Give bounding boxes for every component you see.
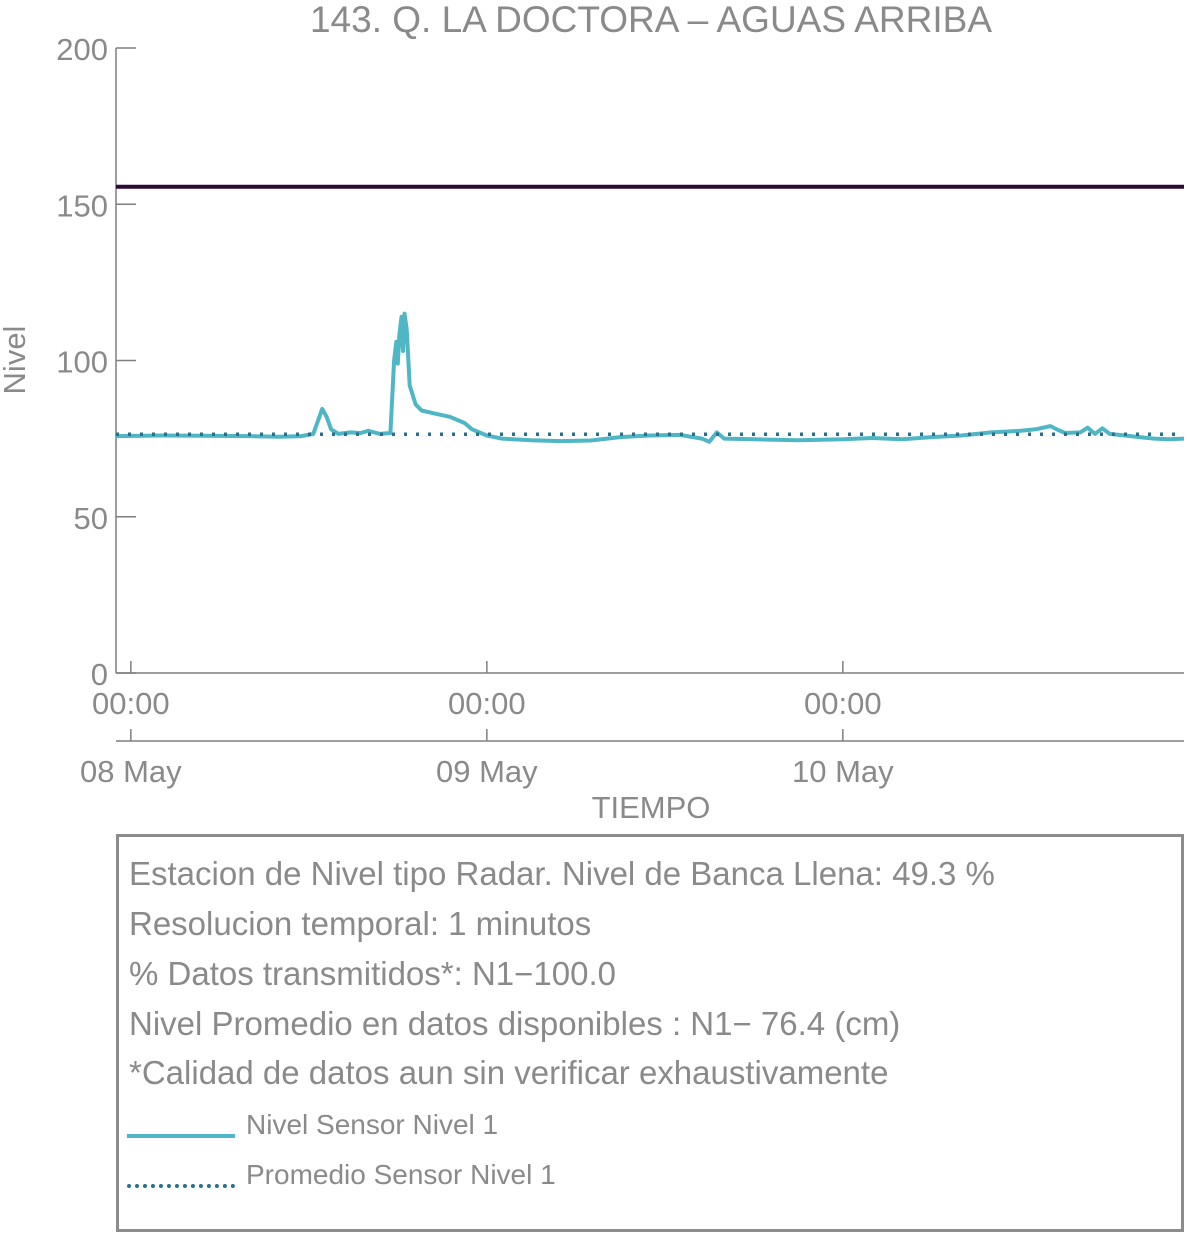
legend-swatch-average — [127, 1184, 235, 1188]
y-axis-label: Nivel — [0, 326, 32, 395]
y-tick-label: 100 — [56, 345, 108, 380]
x-tick-time-label: 00:00 — [92, 686, 170, 721]
series-group — [115, 184, 1185, 444]
axes: 0 50 100 150 200 00:00 08 May 00:00 09 May 00:00 1… — [56, 32, 1184, 789]
chart-title: 143. Q. LA DOCTORA – AGUAS ARRIBA — [310, 0, 992, 40]
x-tick-date-label: 10 May — [792, 754, 894, 789]
series-line-sensor-level — [115, 311, 1185, 444]
level-chart: 143. Q. LA DOCTORA – AGUAS ARRIBA 0 50 100… — [0, 0, 1185, 825]
y-tick-label: 200 — [56, 32, 108, 67]
legend-swatch-sensor — [127, 1134, 235, 1138]
info-line-station: Estacion de Nivel tipo Radar. Nivel de B… — [129, 855, 995, 892]
y-tick-label: 50 — [74, 501, 108, 536]
x-tick-date-label: 09 May — [436, 754, 538, 789]
info-line-quality-note: *Calidad de datos aun sin verificar exha… — [129, 1054, 889, 1091]
info-panel: Estacion de Nivel tipo Radar. Nivel de B… — [116, 834, 1184, 1232]
x-axis-label: TIEMPO — [592, 790, 711, 825]
x-tick-time-label: 00:00 — [448, 686, 526, 721]
y-tick-label: 150 — [56, 188, 108, 223]
x-tick-date-label: 08 May — [80, 754, 182, 789]
info-line-average: Nivel Promedio en datos disponibles : N1… — [129, 1005, 901, 1042]
x-tick-time-label: 00:00 — [804, 686, 882, 721]
info-line-transmitted: % Datos transmitidos*: N1−100.0 — [129, 955, 616, 992]
legend-label-average: Promedio Sensor Nivel 1 — [246, 1159, 556, 1190]
info-line-resolution: Resolucion temporal: 1 minutos — [129, 905, 592, 942]
y-tick-label: 0 — [91, 657, 108, 692]
legend-label-sensor: Nivel Sensor Nivel 1 — [246, 1109, 499, 1140]
